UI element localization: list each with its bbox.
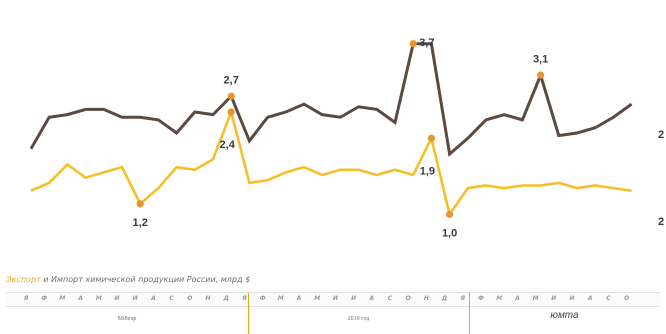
month-tick: А [369,295,375,302]
point-marker-1-3 [446,210,454,218]
month-tick: А [515,295,520,302]
month-tick: С [169,295,174,302]
month-tick: И [332,295,338,302]
data-label-0-1: 3,7 [419,37,434,49]
label-layer: 2,7 3,7 3,1 1,2 2,4 1,9 1,0 2 2 [133,37,665,240]
data-label-1-3: 1,0 [442,227,457,239]
point-marker-1-1 [227,108,235,116]
year-label: юмта [550,310,579,321]
month-tick: О [624,295,630,302]
data-label-1-1: 2,4 [220,139,236,151]
year-label: Mi8eup [117,316,137,322]
month-tick: А [78,295,83,302]
year-divider [248,306,249,334]
month-tick: М [95,295,102,302]
line-chart: 2,7 3,7 3,1 1,2 2,4 1,9 1,0 2 2 [29,37,665,240]
month-tick: М [496,295,503,302]
point-marker-0-1 [409,40,417,48]
month-tick: М [59,295,66,302]
month-tick: Я [242,295,247,302]
month-tick: Д [223,295,229,302]
month-tick: Д [441,295,448,302]
edge-label-0: 2 [658,129,664,141]
month-tick: И [114,295,120,302]
month-tick: Я [460,295,466,302]
data-label-0-0: 2,7 [224,74,239,86]
series-line-0 [29,42,633,157]
month-tick: О [405,295,411,302]
caption-accent: Экспорт [6,275,41,284]
month-tick: А [296,295,302,302]
year-label: 2019 год [347,316,370,322]
month-tick: М [277,295,284,302]
month-tick: С [606,295,611,302]
year-divider [469,293,470,306]
chart-caption: Экспорт и Импорт химической продукции Ро… [6,275,660,287]
month-tick: Н [423,295,429,302]
month-tick: А [151,295,156,302]
data-label-1-0: 1,2 [133,217,148,229]
series-line-1 [30,107,632,218]
month-tick: М [314,295,321,302]
year-divider [248,293,249,306]
month-tick: Ф [478,295,484,302]
month-tick: А [587,295,593,302]
month-tick: М [532,295,539,302]
month-tick: И [551,295,557,302]
month-tick: Я [23,295,29,302]
caption-rest: и Импорт химической продукции России, мл… [40,275,251,284]
month-tick: Н [205,295,211,302]
point-marker-0-0 [227,92,235,100]
year-divider [469,306,470,334]
month-tick: И [132,295,138,302]
edge-label-1: 2 [658,216,664,228]
month-tick: Ф [259,295,266,302]
month-tick: И [569,295,575,302]
data-label-0-2: 3,1 [533,53,548,65]
point-marker-1-0 [136,200,144,208]
month-tick: О [187,295,193,302]
year-axis: Mi8eup 2019 год юмта [6,306,660,334]
point-marker-0-2 [537,71,545,79]
month-tick: Ф [41,295,48,302]
point-marker-1-2 [427,134,435,142]
month-tick: И [351,295,357,302]
month-tick: С [387,295,393,302]
data-label-1-2: 1,9 [420,165,435,177]
series-layer [29,42,633,218]
